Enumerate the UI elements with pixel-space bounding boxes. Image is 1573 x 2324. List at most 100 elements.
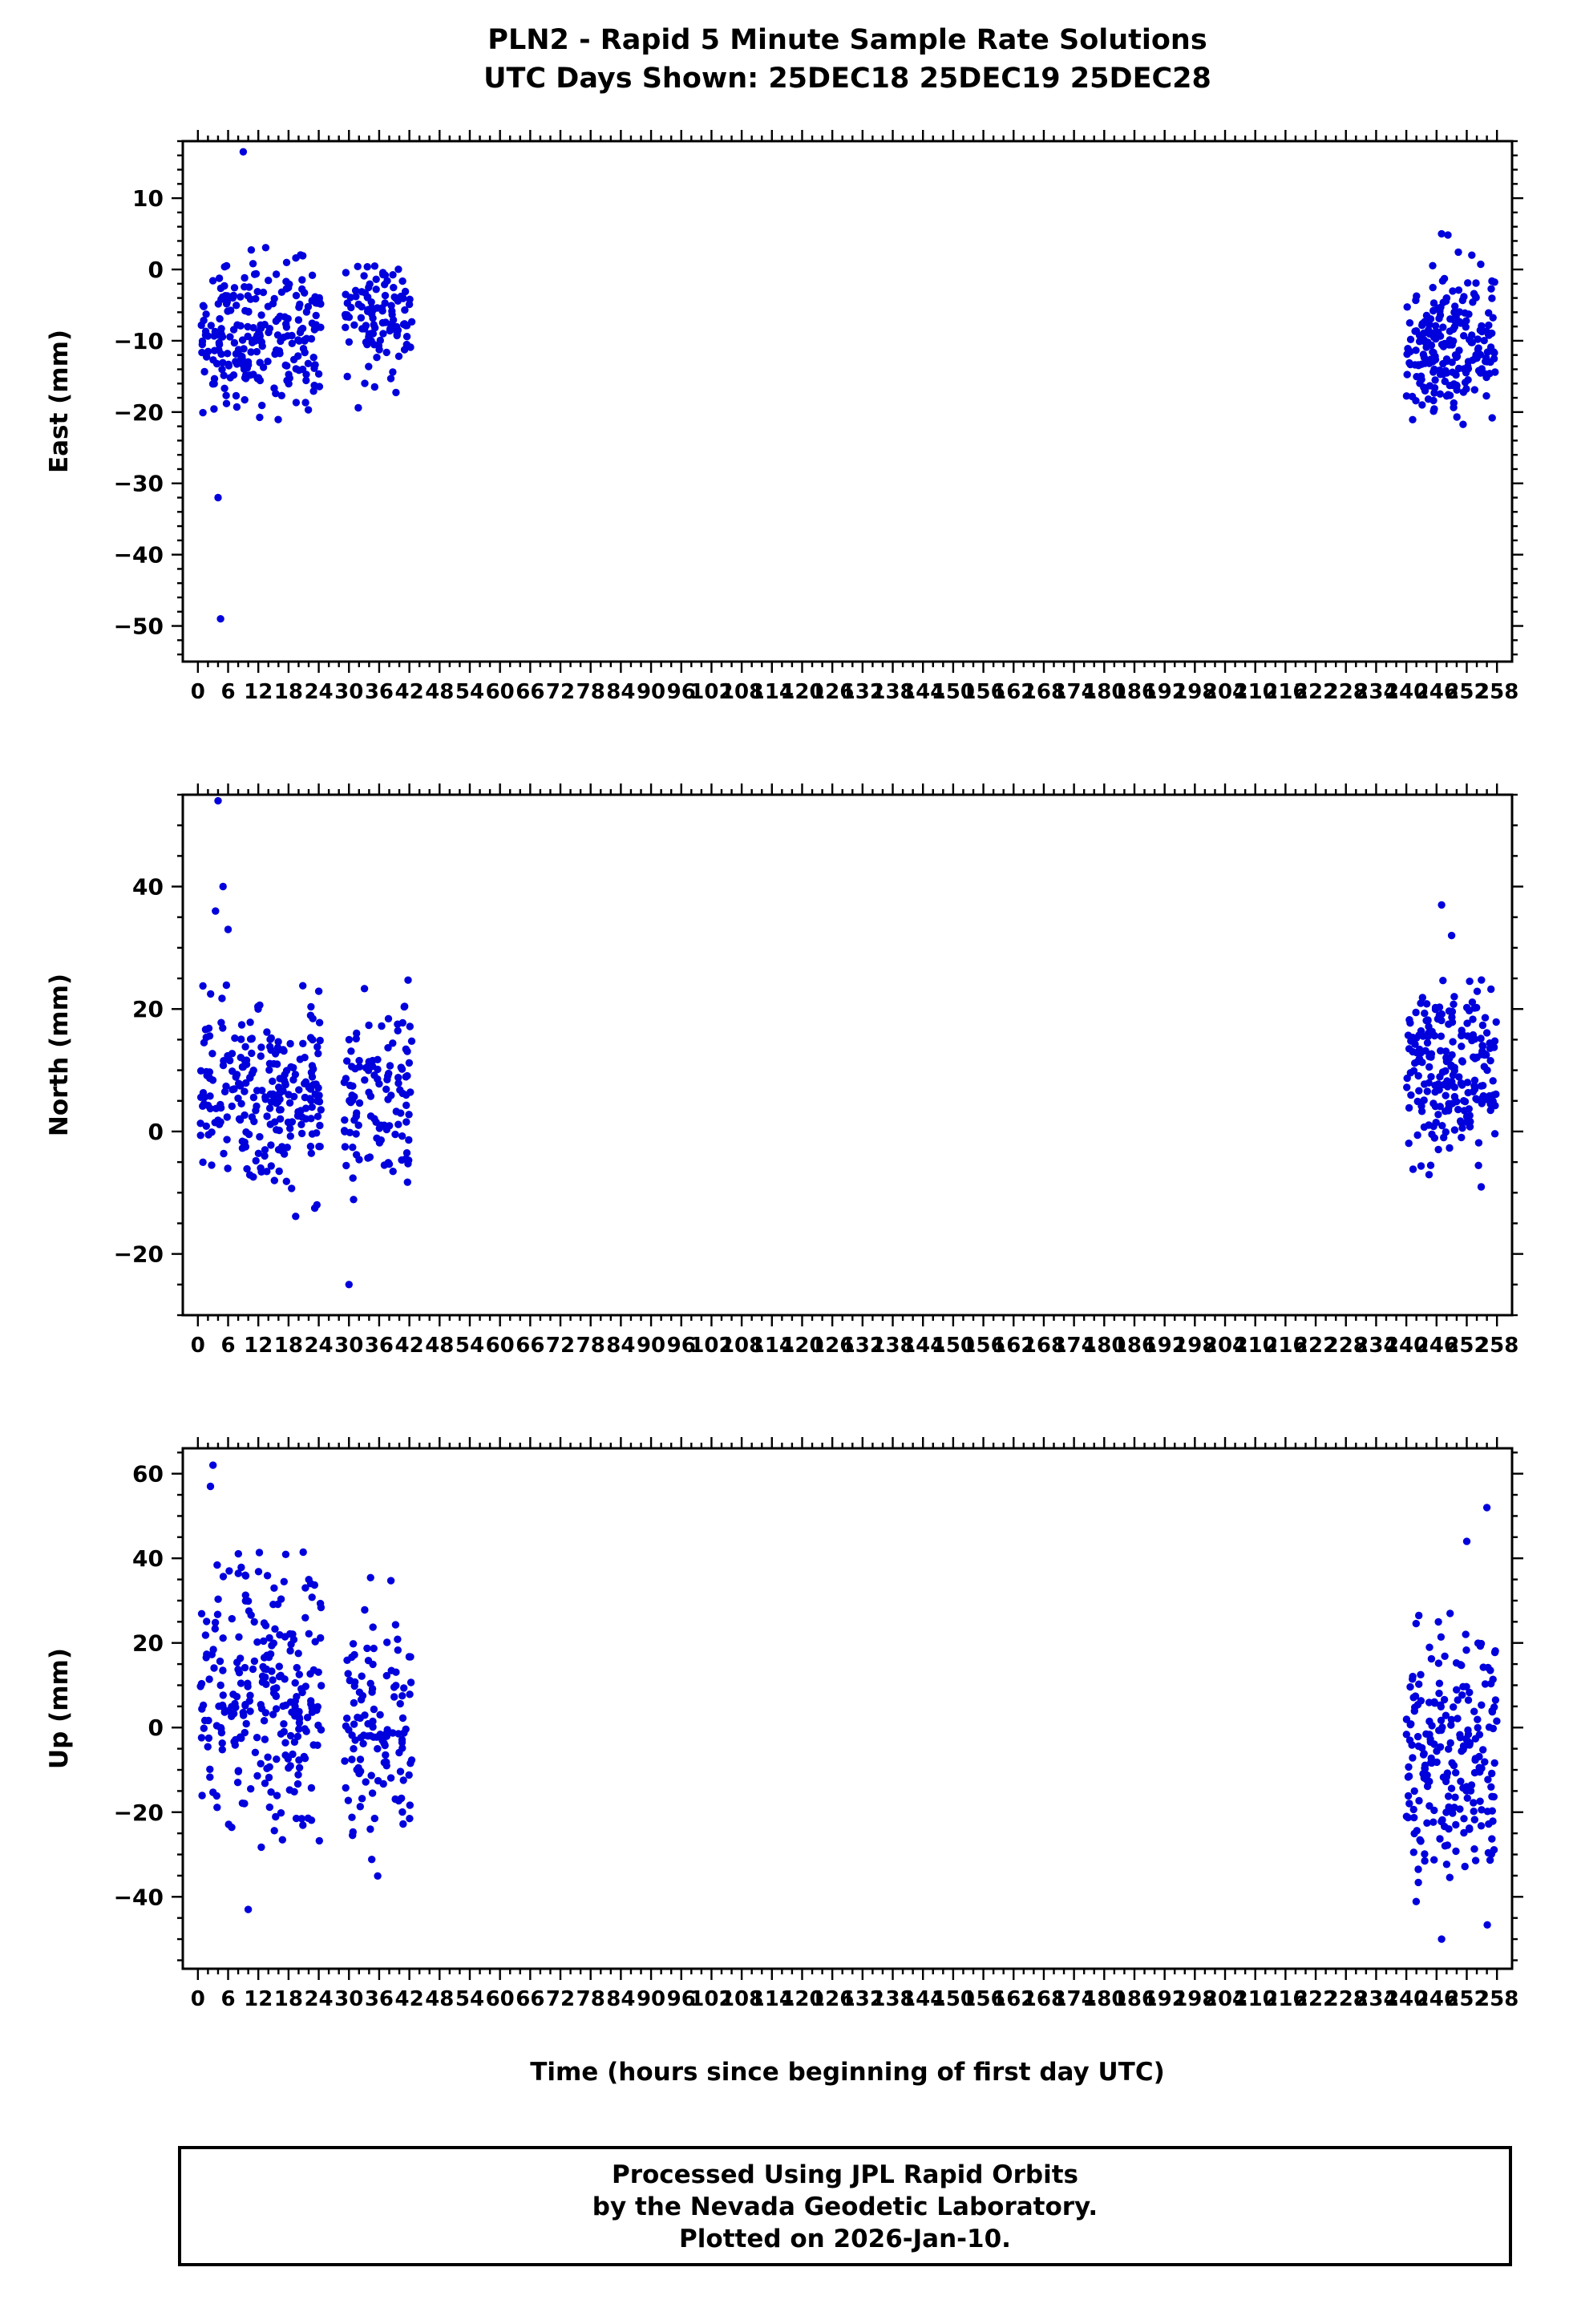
x-tick-label: 138	[871, 1334, 914, 1358]
x-tick-label: 234	[1354, 1334, 1397, 1358]
y-axis-label: Up (mm)	[45, 1648, 74, 1769]
x-tick-label: 222	[1294, 1334, 1337, 1358]
x-tick-label: 252	[1445, 1334, 1488, 1358]
x-tick-label: 102	[689, 680, 733, 704]
outlier-point	[1438, 1935, 1446, 1943]
x-tick-label: 96	[667, 680, 696, 704]
x-tick-label: 78	[576, 680, 605, 704]
y-tick-label: 60	[132, 1461, 164, 1488]
y-axis-label: East (mm)	[45, 330, 74, 473]
x-tick-label: 108	[720, 1334, 763, 1358]
x-tick-label: 84	[606, 1334, 635, 1358]
y-tick-label: 10	[132, 185, 164, 212]
x-tick-label: 138	[871, 1987, 914, 2011]
y-tick-label: 0	[148, 257, 164, 283]
x-tick-label: 90	[637, 1334, 665, 1358]
x-tick-label: 18	[274, 680, 303, 704]
x-tick-label: 210	[1234, 1334, 1277, 1358]
x-axis-label: Time (hours since beginning of first day…	[530, 2058, 1165, 2087]
x-tick-label: 216	[1264, 1987, 1307, 2011]
x-tick-label: 258	[1475, 680, 1518, 704]
x-tick-label: 72	[546, 680, 575, 704]
x-tick-label: 102	[689, 1987, 733, 2011]
x-tick-label: 180	[1082, 1334, 1126, 1358]
x-tick-label: 6	[220, 1334, 235, 1358]
x-tick-label: 30	[334, 680, 363, 704]
x-tick-label: 216	[1264, 680, 1307, 704]
x-tick-label: 138	[871, 680, 914, 704]
x-tick-label: 168	[1022, 1987, 1066, 2011]
x-tick-label: 150	[932, 680, 975, 704]
title-line-2: UTC Days Shown: 25DEC18 25DEC19 25DEC28	[483, 63, 1211, 95]
x-tick-label: 114	[750, 1334, 794, 1358]
tick-labels: 0 6 12 18 24 30 36 42 48 54 60 66 72 78 84 90 9610210811…	[114, 874, 1519, 1358]
outlier-point	[206, 1482, 215, 1491]
x-tick-label: 198	[1173, 1334, 1216, 1358]
x-tick-label: 150	[932, 1334, 975, 1358]
x-tick-label: 48	[425, 1987, 454, 2011]
axis-ticks	[172, 783, 1523, 1326]
x-tick-label: 60	[486, 1334, 515, 1358]
outlier-point	[1438, 229, 1446, 238]
x-tick-label: 36	[365, 680, 394, 704]
footer-line-3: Plotted on 2026-Jan-10.	[679, 2225, 1011, 2253]
x-tick-label: 132	[841, 1987, 884, 2011]
x-tick-label: 168	[1022, 1334, 1066, 1358]
x-tick-label: 162	[992, 1334, 1035, 1358]
y-tick-label: 20	[132, 1630, 164, 1657]
x-tick-label: 114	[750, 1987, 794, 2011]
x-tick-label: 60	[486, 680, 515, 704]
x-tick-label: 54	[455, 1334, 484, 1358]
x-tick-label: 72	[546, 1987, 575, 2011]
outlier-point	[1447, 931, 1456, 940]
x-tick-label: 102	[689, 1334, 733, 1358]
y-tick-label: 40	[132, 1545, 164, 1572]
x-tick-label: 258	[1475, 1987, 1518, 2011]
x-tick-label: 120	[780, 680, 823, 704]
y-tick-label: 20	[132, 996, 164, 1022]
x-tick-label: 114	[750, 680, 794, 704]
x-tick-label: 210	[1234, 1987, 1277, 2011]
x-tick-label: 174	[1052, 1987, 1095, 2011]
y-tick-label: −30	[114, 471, 164, 497]
x-tick-label: 30	[334, 1987, 363, 2011]
y-tick-label: −40	[114, 1884, 164, 1910]
outlier-point	[214, 796, 222, 805]
x-tick-label: 96	[667, 1987, 696, 2011]
title-line-1: PLN2 - Rapid 5 Minute Sample Rate Soluti…	[487, 24, 1207, 56]
x-tick-label: 234	[1354, 680, 1397, 704]
x-tick-label: 156	[961, 1334, 1005, 1358]
x-tick-label: 198	[1173, 680, 1216, 704]
x-tick-label: 156	[961, 680, 1005, 704]
x-tick-label: 126	[811, 1987, 854, 2011]
scatter-points	[197, 148, 1499, 623]
x-tick-label: 192	[1143, 1987, 1187, 2011]
x-tick-label: 246	[1415, 1334, 1458, 1358]
x-tick-label: 174	[1052, 1334, 1095, 1358]
outlier-point	[1438, 901, 1446, 909]
x-tick-label: 66	[516, 680, 544, 704]
x-tick-label: 48	[425, 680, 454, 704]
x-tick-label: 126	[811, 680, 854, 704]
x-tick-label: 108	[720, 680, 763, 704]
x-tick-label: 174	[1052, 680, 1095, 704]
x-tick-label: 12	[244, 680, 273, 704]
x-tick-label: 78	[576, 1987, 605, 2011]
x-tick-label: 78	[576, 1334, 605, 1358]
x-tick-label: 54	[455, 1987, 484, 2011]
outlier-point	[345, 1281, 353, 1289]
x-tick-label: 246	[1415, 680, 1458, 704]
x-tick-label: 240	[1385, 680, 1428, 704]
y-tick-label: 0	[148, 1119, 164, 1145]
x-tick-label: 24	[304, 1987, 333, 2011]
x-tick-label: 144	[901, 1334, 944, 1358]
x-tick-label: 240	[1385, 1334, 1428, 1358]
x-tick-label: 120	[780, 1334, 823, 1358]
x-tick-label: 228	[1324, 1334, 1368, 1358]
x-tick-label: 228	[1324, 1987, 1368, 2011]
x-tick-label: 42	[395, 1334, 424, 1358]
x-tick-label: 240	[1385, 1987, 1428, 2011]
x-tick-label: 132	[841, 1334, 884, 1358]
x-tick-label: 42	[395, 680, 424, 704]
outlier-point	[1482, 1504, 1491, 1512]
